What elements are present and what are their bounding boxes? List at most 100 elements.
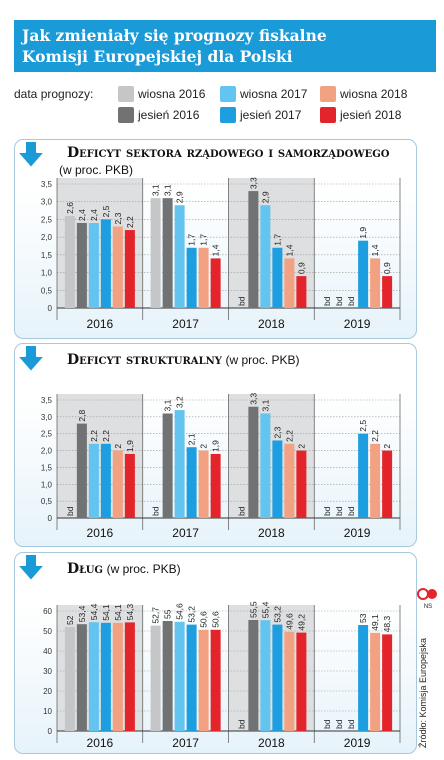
legend-swatch-wiosna-2018 [320, 86, 336, 102]
data-label: 49,6 [284, 613, 294, 630]
no-data-label: bd [334, 296, 344, 306]
bar [210, 258, 221, 308]
no-data-label: bd [334, 506, 344, 516]
legend-swatch-jesien-2017 [220, 107, 236, 123]
x-tick-label: 2018 [258, 317, 285, 331]
data-label: 50,6 [199, 611, 209, 628]
data-label: 54,1 [101, 604, 111, 621]
bar [124, 230, 135, 308]
bar [100, 219, 111, 308]
data-label: 54,4 [89, 603, 99, 620]
down-arrow-icon [16, 140, 46, 169]
data-label: 2 [199, 444, 209, 449]
legend-label-jesien-2017: jesień 2017 [240, 108, 302, 122]
panel-structural-deficit: Deficyt strukturalny (w proc. PKB) 0 0,5 1… [14, 343, 417, 547]
bar [64, 215, 75, 308]
data-label: 1,9 [358, 227, 368, 239]
data-label: 53 [358, 613, 368, 623]
bar [272, 440, 283, 518]
legend-label-jesien-2018: jesień 2018 [340, 108, 402, 122]
panel-title: Dług (w proc. PKB) [67, 561, 181, 577]
y-tick-label: 10 [43, 707, 52, 716]
bar [76, 423, 87, 518]
data-label: 2,4 [77, 209, 87, 221]
bar [186, 624, 197, 731]
legend-label-wiosna-2018: wiosna 2018 [340, 87, 408, 101]
legend: data prognozy: wiosna 2016 wiosna 2017 w… [0, 80, 444, 126]
bar [88, 622, 99, 731]
data-label: 3,1 [151, 184, 161, 196]
data-label: 2 [113, 444, 123, 449]
data-label: 52 [65, 615, 75, 625]
bar [88, 222, 99, 308]
panel-title-bold: Dług [67, 561, 103, 577]
bar [248, 191, 259, 308]
data-label: 3,2 [175, 396, 185, 408]
y-tick-label: 0 [48, 727, 53, 736]
bar [358, 625, 369, 731]
data-label: 2,5 [358, 420, 368, 432]
bar [198, 247, 209, 308]
data-label: 54,3 [125, 604, 135, 621]
bar [186, 447, 197, 518]
bar [150, 625, 161, 731]
data-label: 2,5 [101, 205, 111, 217]
panel-title-unit: (w proc. PKB) [59, 163, 134, 177]
chart-title-line-2: Komisji Europejskiej dla Polski [22, 47, 293, 66]
panel-government-deficit: Deficyt sektora rządowego i samorządoweg… [14, 139, 417, 339]
bar [210, 453, 221, 518]
legend-swatch-wiosna-2016 [118, 86, 134, 102]
legend-label-jesien-2016: jesień 2016 [138, 108, 200, 122]
no-data-label: bd [346, 506, 356, 516]
bar [76, 624, 87, 731]
x-tick-label: 2017 [172, 736, 199, 750]
y-tick-label: 40 [43, 647, 52, 656]
bar [186, 247, 197, 308]
y-tick-label: 2,0 [41, 447, 53, 456]
data-label: 2,9 [260, 191, 270, 203]
data-label: 55 [163, 609, 173, 619]
panel-title: Deficyt strukturalny (w proc. PKB) [67, 352, 300, 368]
down-arrow-icon [16, 553, 46, 582]
bar [296, 632, 307, 731]
data-label: 0,9 [382, 262, 392, 274]
x-tick-label: 2017 [172, 526, 199, 540]
data-label: 53,2 [272, 606, 282, 623]
source-note: Źródło: Komisja Europejska [418, 637, 428, 748]
x-tick-label: 2019 [344, 736, 371, 750]
bar [382, 450, 393, 518]
panel-title: Deficyt sektora rządowego i samorządoweg… [67, 145, 389, 161]
bar [260, 413, 271, 518]
y-tick-label: 3,0 [41, 198, 53, 207]
bar [174, 621, 185, 731]
bar [210, 629, 221, 731]
bar [296, 450, 307, 518]
bar [370, 258, 381, 308]
data-label: 3,1 [260, 399, 270, 411]
bar [64, 627, 75, 731]
bar [174, 205, 185, 308]
bar [162, 621, 173, 731]
no-data-label: bd [346, 296, 356, 306]
no-data-label: bd [322, 296, 332, 306]
data-label: 3,1 [163, 184, 173, 196]
x-tick-label: 2017 [172, 317, 199, 331]
data-label: 3,3 [248, 393, 258, 405]
y-tick-label: 1,5 [41, 463, 53, 472]
data-label: 1,7 [199, 234, 209, 246]
data-label: 1,4 [370, 244, 380, 256]
data-label: 48,3 [382, 616, 392, 633]
no-data-label: bd [322, 506, 332, 516]
data-label: 2,1 [187, 433, 197, 445]
data-label: 50,6 [211, 611, 221, 628]
bar [358, 240, 369, 308]
data-label: 55,4 [260, 601, 270, 618]
panel-title-bold: Deficyt strukturalny [67, 352, 222, 368]
x-tick-label: 2016 [87, 736, 114, 750]
y-tick-label: 2,5 [41, 430, 53, 439]
data-label: 1,9 [125, 440, 135, 452]
bar [272, 624, 283, 731]
bar-chart-government-deficit: 00,51,01,52,02,53,03,52,62,4 2,4 2,52,3 2,2… [41, 177, 401, 331]
